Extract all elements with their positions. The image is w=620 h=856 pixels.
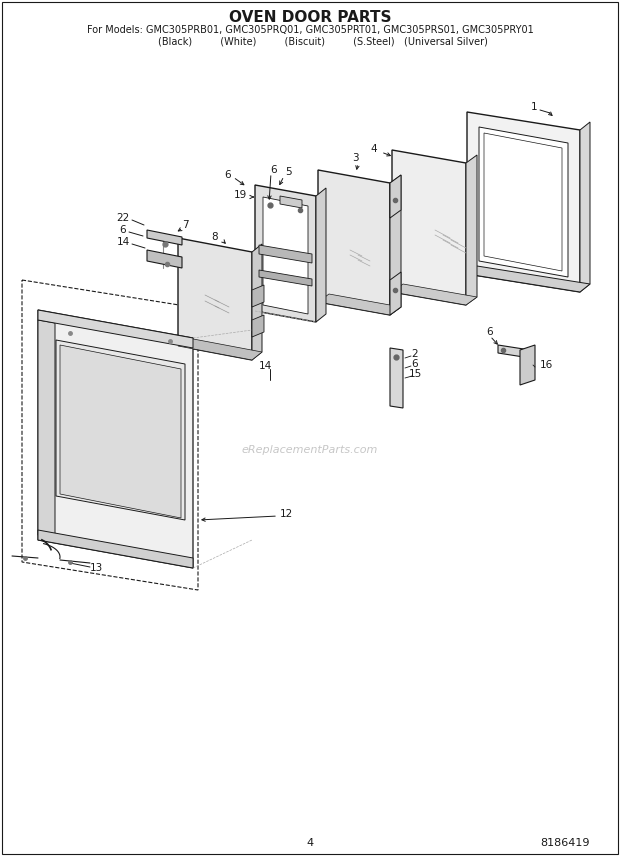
Text: eReplacementParts.com: eReplacementParts.com	[242, 445, 378, 455]
Text: 3: 3	[352, 153, 358, 163]
Polygon shape	[60, 345, 181, 518]
Polygon shape	[392, 284, 477, 305]
Polygon shape	[252, 244, 262, 360]
Polygon shape	[263, 197, 308, 314]
Polygon shape	[498, 345, 530, 358]
Text: 7: 7	[182, 220, 188, 230]
Text: 4: 4	[371, 144, 378, 154]
Text: 6: 6	[120, 225, 126, 235]
Polygon shape	[38, 530, 193, 568]
Text: 6: 6	[487, 327, 494, 337]
Text: 14: 14	[259, 361, 272, 371]
Text: 13: 13	[90, 563, 104, 573]
Polygon shape	[38, 320, 55, 538]
Polygon shape	[255, 185, 316, 322]
Polygon shape	[467, 266, 590, 292]
Polygon shape	[390, 348, 403, 408]
Polygon shape	[252, 315, 264, 337]
Polygon shape	[580, 122, 590, 292]
Polygon shape	[520, 345, 535, 385]
Polygon shape	[390, 175, 401, 218]
Text: 8186419: 8186419	[540, 838, 590, 848]
Text: 6: 6	[412, 359, 418, 369]
Polygon shape	[178, 338, 262, 360]
Text: OVEN DOOR PARTS: OVEN DOOR PARTS	[229, 9, 391, 25]
Text: 2: 2	[412, 349, 418, 359]
Polygon shape	[38, 310, 193, 348]
Polygon shape	[392, 150, 466, 305]
Polygon shape	[259, 270, 312, 286]
Polygon shape	[318, 294, 401, 315]
Polygon shape	[390, 272, 401, 315]
Polygon shape	[252, 285, 264, 307]
Text: (Black)         (White)         (Biscuit)         (S.Steel)   (Universal Silver): (Black) (White) (Biscuit) (S.Steel) (Uni…	[133, 36, 487, 46]
Text: For Models: GMC305PRB01, GMC305PRQ01, GMC305PRT01, GMC305PRS01, GMC305PRY01: For Models: GMC305PRB01, GMC305PRQ01, GM…	[87, 25, 533, 35]
Polygon shape	[259, 245, 312, 263]
Text: 5: 5	[286, 167, 292, 177]
Text: 16: 16	[540, 360, 553, 370]
Polygon shape	[38, 310, 193, 568]
Text: 12: 12	[280, 509, 293, 519]
Text: 15: 15	[409, 369, 422, 379]
Text: 22: 22	[117, 213, 130, 223]
Polygon shape	[147, 250, 182, 268]
Text: 6: 6	[224, 170, 231, 180]
Text: 6: 6	[271, 165, 277, 175]
Polygon shape	[479, 127, 568, 277]
Text: 8: 8	[211, 232, 218, 242]
Text: 4: 4	[306, 838, 314, 848]
Polygon shape	[390, 175, 401, 315]
Polygon shape	[318, 170, 390, 315]
Text: 19: 19	[233, 190, 247, 200]
Polygon shape	[466, 155, 477, 305]
Polygon shape	[316, 188, 326, 322]
Polygon shape	[178, 238, 252, 360]
Polygon shape	[56, 340, 185, 520]
Polygon shape	[147, 230, 182, 245]
Polygon shape	[467, 112, 580, 292]
Polygon shape	[22, 280, 198, 590]
Polygon shape	[484, 133, 562, 271]
Text: 1: 1	[531, 102, 538, 112]
Text: 14: 14	[117, 237, 130, 247]
Polygon shape	[280, 196, 302, 208]
